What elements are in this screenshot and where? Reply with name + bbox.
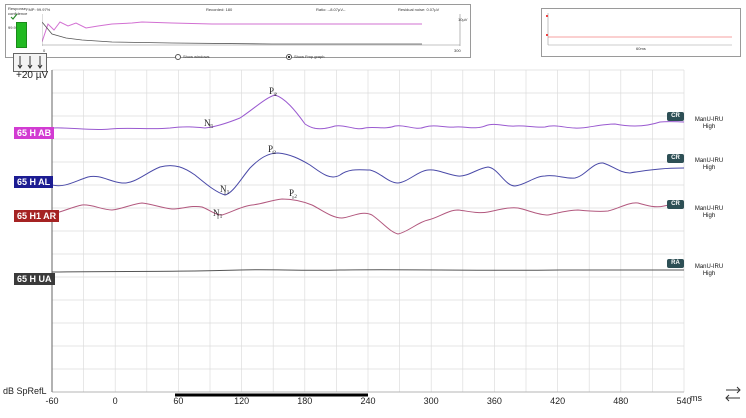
show-windows-radio[interactable] bbox=[175, 54, 181, 60]
x-tick-label: 540 bbox=[676, 396, 692, 406]
x-tick-label: 360 bbox=[486, 396, 502, 406]
badge-cr-al[interactable]: CR bbox=[667, 154, 684, 163]
side-label-ua-line1: ManU-IRU bbox=[694, 264, 724, 270]
x-tick-label: 120 bbox=[234, 396, 250, 406]
show-fmp-option[interactable]: Show Fmp graph bbox=[286, 54, 324, 60]
x-tick-label: 240 bbox=[360, 396, 376, 406]
waveform-ab bbox=[51, 94, 685, 131]
peak-n1-ab[interactable]: N₁ bbox=[204, 118, 214, 128]
fmp-graph bbox=[42, 14, 461, 46]
peak-n1-ar[interactable]: N₁ bbox=[213, 208, 223, 218]
max-scale-label: 10µV bbox=[458, 17, 468, 22]
peak-p2-ar[interactable]: P₂ bbox=[289, 188, 298, 198]
x-tick-label: 0 bbox=[112, 396, 118, 406]
status-panel: Response confidence FMP: 99.97% Recorded… bbox=[5, 4, 471, 58]
recorded-text: Recorded: 180 bbox=[206, 7, 233, 12]
x-tick-label: 60 bbox=[173, 396, 184, 406]
scale-box[interactable] bbox=[13, 53, 47, 72]
peak-p2-al[interactable]: P₂ bbox=[268, 144, 277, 154]
x-tick-label: -60 bbox=[45, 396, 59, 406]
time-unit-label: ms bbox=[690, 393, 702, 403]
peak-n1-al[interactable]: N₁ bbox=[220, 184, 230, 194]
peak-p2-ab[interactable]: P₂ bbox=[269, 86, 278, 96]
mini-graph bbox=[546, 13, 732, 46]
confidence-bar bbox=[16, 22, 27, 48]
side-label-ar-line1: ManU-IRU bbox=[694, 206, 724, 212]
waveform-label-ar[interactable]: 65 H1 AR bbox=[14, 210, 60, 222]
fmp-text: FMP: 99.97% bbox=[26, 7, 51, 12]
side-label-al: ManU-IRU High bbox=[691, 158, 727, 172]
ratio-text: Ratio: --8.07µV-- bbox=[316, 7, 346, 12]
amplitude-scale-label: +20 µV bbox=[16, 70, 49, 81]
response-confidence-label: Response confidence bbox=[8, 6, 28, 16]
side-label-ar-line2: High bbox=[702, 213, 716, 219]
waveform-al bbox=[51, 152, 685, 196]
x-tick-label: 180 bbox=[297, 396, 313, 406]
navigation-arrows-icon[interactable] bbox=[724, 386, 742, 402]
waveform-ar bbox=[51, 198, 685, 235]
mini-panel: 60ms bbox=[541, 8, 741, 57]
plot-grid bbox=[51, 69, 685, 393]
scale-arrows-icon bbox=[17, 56, 43, 69]
side-label-ab: ManU-IRU High bbox=[691, 117, 727, 131]
residual-noise-text: Residual noise: 0.07µV bbox=[398, 7, 440, 12]
side-label-ua: ManU-IRU High bbox=[691, 264, 727, 278]
badge-ra-ua[interactable]: RA bbox=[667, 259, 684, 268]
show-windows-option[interactable]: Show windows bbox=[175, 54, 209, 60]
mini-time-label: 60ms bbox=[636, 46, 646, 51]
x-tick-label: 420 bbox=[550, 396, 566, 406]
x-tick-label: 300 bbox=[423, 396, 439, 406]
side-label-ab-line1: ManU-IRU bbox=[694, 117, 724, 123]
confidence-value: 99.97% bbox=[8, 25, 22, 30]
x-tick-label: 480 bbox=[613, 396, 629, 406]
scale-left-label: 0 bbox=[43, 48, 46, 53]
waveform-ua bbox=[51, 269, 684, 273]
show-fmp-label: Show Fmp graph bbox=[294, 54, 325, 60]
show-fmp-radio[interactable] bbox=[286, 54, 292, 60]
side-label-al-line2: High bbox=[702, 165, 716, 171]
show-windows-label: Show windows bbox=[183, 54, 210, 60]
side-label-ab-line2: High bbox=[702, 124, 716, 130]
side-label-ar: ManU-IRU High bbox=[691, 206, 727, 220]
waveform-label-al[interactable]: 65 H AL bbox=[14, 176, 54, 188]
scale-right-label: 300 bbox=[454, 48, 461, 53]
badge-cr-ab[interactable]: CR bbox=[667, 112, 684, 121]
badge-cr-ar[interactable]: CR bbox=[667, 200, 684, 209]
side-label-al-line1: ManU-IRU bbox=[694, 158, 724, 164]
side-label-ua-line2: High bbox=[702, 271, 716, 277]
check-icon bbox=[10, 13, 18, 20]
waveform-label-ua[interactable]: 65 H UA bbox=[14, 273, 55, 285]
unit-label: dB SpRefL bbox=[3, 386, 47, 396]
waveform-label-ab[interactable]: 65 H AB bbox=[14, 127, 55, 139]
